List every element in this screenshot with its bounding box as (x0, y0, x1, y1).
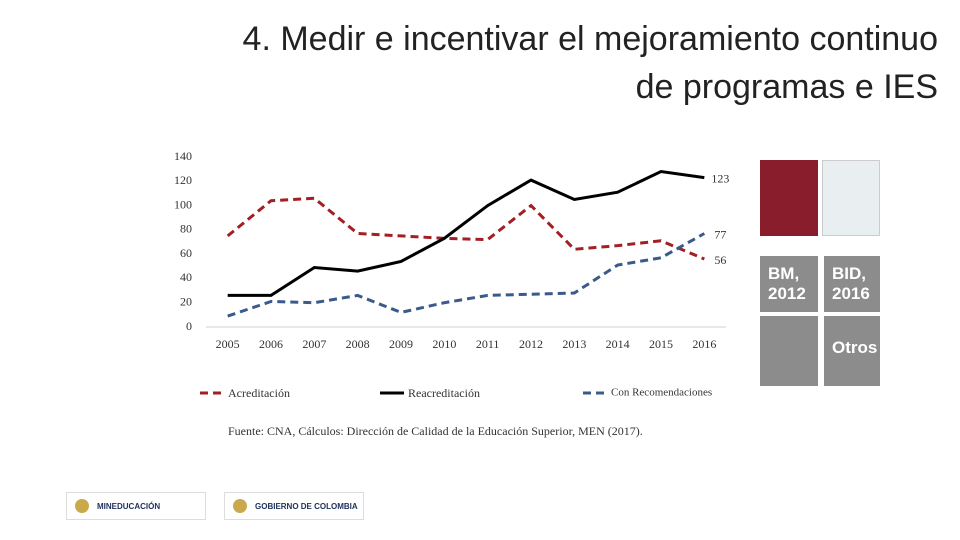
panel: BID, 2016 (824, 256, 880, 312)
x-tick-label: 2011 (476, 337, 500, 351)
y-tick-label: 80 (180, 222, 192, 236)
y-tick-label: 20 (180, 294, 192, 308)
data-label: 123 (711, 171, 729, 185)
panel (760, 316, 818, 386)
chart: Fuente: CNA, Cálculos: Dirección de Cali… (174, 149, 729, 438)
y-tick-label: 40 (180, 270, 192, 284)
data-label: 77 (714, 227, 726, 241)
logo: MINEDUCACIÓN (66, 492, 206, 520)
panel: BM, 2012 (760, 256, 818, 312)
slide-title: 4. Medir e incentivar el mejoramiento co… (242, 20, 938, 58)
logo: GOBIERNO DE COLOMBIA (224, 492, 364, 520)
y-tick-label: 60 (180, 246, 192, 260)
x-tick-label: 2007 (302, 337, 326, 351)
x-tick-label: 2015 (649, 337, 673, 351)
series-line (227, 232, 706, 318)
x-tick-label: 2009 (389, 337, 413, 351)
series-line (226, 196, 705, 261)
x-tick-label: 2010 (432, 337, 456, 351)
legend-label: Acreditación (228, 386, 290, 400)
x-tick-label: 2008 (346, 337, 370, 351)
x-tick-label: 2006 (259, 337, 283, 351)
x-tick-label: 2013 (562, 337, 586, 351)
y-tick-label: 120 (174, 173, 192, 187)
x-tick-label: 2005 (216, 337, 240, 351)
source-note: Fuente: CNA, Cálculos: Dirección de Cali… (228, 424, 643, 438)
series-line (227, 170, 705, 297)
report-cover (822, 160, 880, 236)
x-tick-label: 2016 (692, 337, 716, 351)
x-tick-label: 2012 (519, 337, 543, 351)
y-tick-label: 140 (174, 149, 192, 163)
report-cover (760, 160, 818, 236)
data-label: 56 (714, 253, 726, 267)
legend-label: Reacreditación (408, 386, 480, 400)
legend-label: Con Recomendaciones (611, 387, 712, 399)
x-tick-label: 2014 (606, 337, 630, 351)
slide-title: de programas e IES (635, 68, 938, 106)
y-tick-label: 100 (174, 197, 192, 211)
panel: Otros (824, 316, 880, 386)
y-tick-label: 0 (186, 319, 192, 333)
